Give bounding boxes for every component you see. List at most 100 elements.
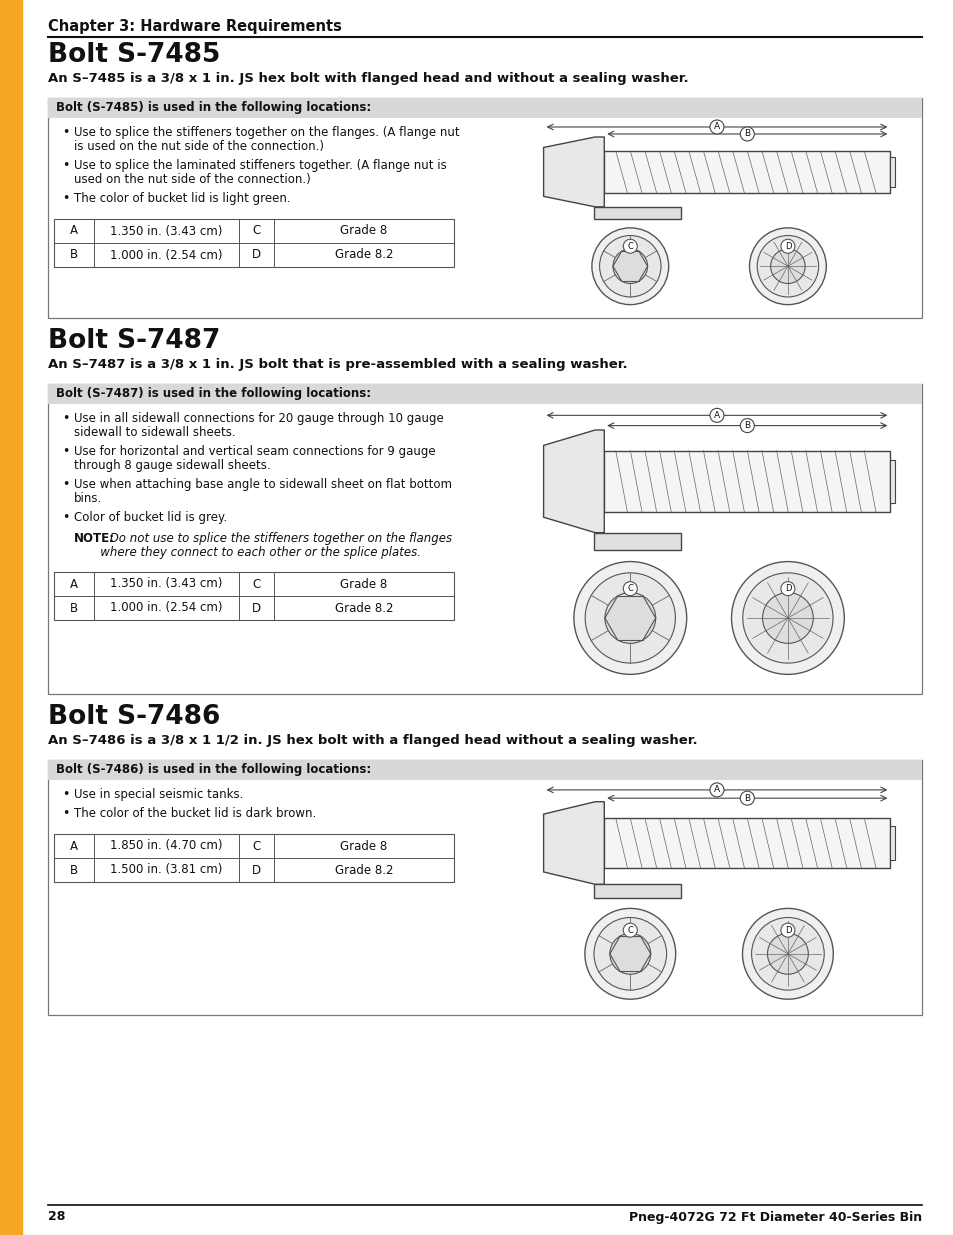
Text: C: C [627,926,633,935]
Text: Bolt S-7487: Bolt S-7487 [48,329,220,354]
Circle shape [574,562,686,674]
Text: A: A [70,225,78,237]
Text: Use in all sidewall connections for 20 gauge through 10 gauge: Use in all sidewall connections for 20 g… [74,412,443,425]
Text: A: A [70,840,78,852]
Bar [889,459,894,503]
Circle shape [781,924,794,937]
Text: is used on the nut side of the connection.): is used on the nut side of the connectio… [74,140,324,153]
Bar [594,532,680,551]
Circle shape [741,909,832,999]
Text: Use to splice the stiffeners together on the flanges. (A flange nut: Use to splice the stiffeners together on… [74,126,459,140]
Bar [603,151,889,193]
Text: 1.350 in. (3.43 cm): 1.350 in. (3.43 cm) [111,225,222,237]
Text: D: D [783,242,790,251]
Text: C: C [627,584,633,593]
Circle shape [622,582,637,595]
Bar [48,760,921,1015]
Polygon shape [543,802,603,884]
Text: Grade 8: Grade 8 [340,225,387,237]
Text: •: • [62,445,70,458]
Circle shape [766,934,807,974]
Text: B: B [743,794,750,803]
Text: 1.850 in. (4.70 cm): 1.850 in. (4.70 cm) [111,840,222,852]
Text: •: • [62,788,70,802]
Text: 1.000 in. (2.54 cm): 1.000 in. (2.54 cm) [111,248,222,262]
Circle shape [781,240,794,253]
Text: Chapter 3: Hardware Requirements: Chapter 3: Hardware Requirements [48,19,341,35]
Text: C: C [253,578,260,590]
Text: Bolt (S-7486) is used in the following locations:: Bolt (S-7486) is used in the following l… [56,763,371,777]
Circle shape [709,783,723,797]
Text: B: B [743,421,750,430]
Text: Grade 8.2: Grade 8.2 [335,601,393,615]
Text: The color of bucket lid is light green.: The color of bucket lid is light green. [74,191,291,205]
Text: Grade 8.2: Grade 8.2 [335,248,393,262]
Bar [889,157,894,186]
Circle shape [609,934,650,974]
Text: A: A [713,411,720,420]
Circle shape [740,419,754,432]
Circle shape [604,593,655,643]
Text: through 8 gauge sidewall sheets.: through 8 gauge sidewall sheets. [74,459,271,472]
Text: Color of bucket lid is grey.: Color of bucket lid is grey. [74,511,227,524]
Circle shape [584,573,675,663]
Circle shape [757,236,818,296]
Bar [603,451,889,513]
Text: used on the nut side of the connection.): used on the nut side of the connection.) [74,173,311,186]
Bar [889,826,894,861]
Text: An S–7485 is a 3/8 x 1 in. JS hex bolt with flanged head and without a sealing w: An S–7485 is a 3/8 x 1 in. JS hex bolt w… [48,72,688,85]
Bar [54,572,454,620]
Circle shape [598,236,660,296]
Text: A: A [713,785,720,794]
Text: •: • [62,191,70,205]
Text: D: D [252,863,261,877]
Text: D: D [252,601,261,615]
Circle shape [742,573,832,663]
Text: Bolt S-7485: Bolt S-7485 [48,42,220,68]
Text: Grade 8: Grade 8 [340,840,387,852]
Text: B: B [70,601,78,615]
Text: where they connect to each other or the splice plates.: where they connect to each other or the … [74,546,420,559]
Circle shape [761,593,813,643]
Circle shape [591,227,668,305]
Polygon shape [543,137,603,207]
Text: C: C [253,225,260,237]
Circle shape [781,582,794,595]
Bar [48,384,921,694]
Circle shape [740,127,754,141]
Text: sidewall to sidewall sheets.: sidewall to sidewall sheets. [74,426,235,438]
Circle shape [749,227,825,305]
Text: Pneg-4072G 72 Ft Diameter 40-Series Bin: Pneg-4072G 72 Ft Diameter 40-Series Bin [628,1210,921,1224]
Text: •: • [62,412,70,425]
Text: Use in special seismic tanks.: Use in special seismic tanks. [74,788,243,802]
Text: The color of the bucket lid is dark brown.: The color of the bucket lid is dark brow… [74,806,315,820]
Bar [603,819,889,868]
Text: An S–7487 is a 3/8 x 1 in. JS bolt that is pre-assembled with a sealing washer.: An S–7487 is a 3/8 x 1 in. JS bolt that … [48,358,627,370]
Circle shape [770,249,804,284]
Text: Use for horizontal and vertical seam connections for 9 gauge: Use for horizontal and vertical seam con… [74,445,436,458]
Text: Bolt (S-7485) is used in the following locations:: Bolt (S-7485) is used in the following l… [56,101,371,115]
Text: Grade 8: Grade 8 [340,578,387,590]
Text: 1.000 in. (2.54 cm): 1.000 in. (2.54 cm) [111,601,222,615]
Text: bins.: bins. [74,492,102,505]
Circle shape [709,409,723,422]
Text: C: C [627,242,633,251]
Polygon shape [543,430,603,532]
Bar [48,384,921,404]
Text: Bolt (S-7487) is used in the following locations:: Bolt (S-7487) is used in the following l… [56,388,371,400]
Text: D: D [783,584,790,593]
Text: Use to splice the laminated stiffeners together. (A flange nut is: Use to splice the laminated stiffeners t… [74,159,446,172]
Bar [48,98,921,317]
Bar [54,834,454,882]
Circle shape [594,918,666,990]
Text: Bolt S-7486: Bolt S-7486 [48,704,220,730]
Text: 1.500 in. (3.81 cm): 1.500 in. (3.81 cm) [111,863,222,877]
Text: A: A [70,578,78,590]
Circle shape [751,918,823,990]
Text: •: • [62,806,70,820]
Bar [594,207,680,219]
Circle shape [709,120,723,133]
Bar [0,0,22,1235]
Circle shape [613,249,647,284]
Text: D: D [252,248,261,262]
